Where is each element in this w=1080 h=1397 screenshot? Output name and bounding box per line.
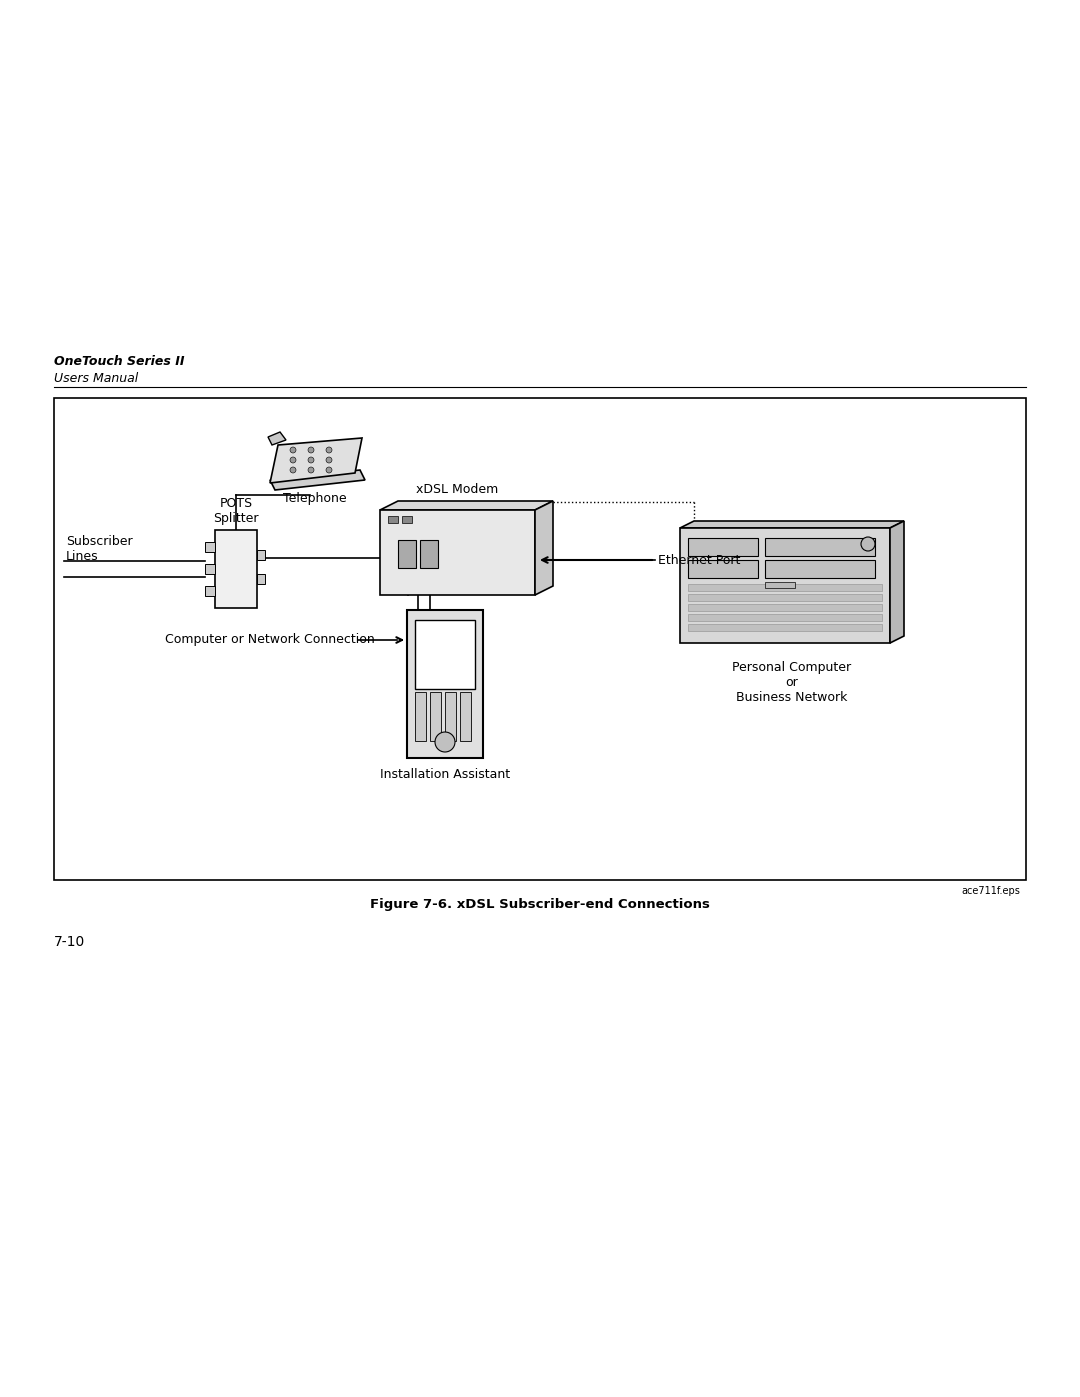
Circle shape [861,536,875,550]
Bar [688,594,882,601]
Circle shape [291,447,296,453]
Bar [420,541,438,569]
Bar [415,620,475,689]
Text: OneTouch Series II: OneTouch Series II [54,355,185,367]
Bar [407,610,483,759]
Bar [205,564,215,574]
Polygon shape [270,439,362,483]
Polygon shape [535,502,553,595]
Bar [765,583,795,588]
Bar [688,538,758,556]
Circle shape [326,467,332,474]
Bar [445,692,456,740]
Bar [460,692,471,740]
Text: ace711f.eps: ace711f.eps [961,886,1020,895]
Text: POTS
Splitter: POTS Splitter [213,497,259,525]
Bar [399,541,416,569]
Text: Users Manual: Users Manual [54,372,138,386]
Circle shape [308,447,314,453]
Bar [388,515,399,522]
Bar [402,515,411,522]
Bar [257,574,265,584]
Circle shape [291,467,296,474]
Text: xDSL Modem: xDSL Modem [416,483,498,496]
Circle shape [308,457,314,462]
Text: Personal Computer
or
Business Network: Personal Computer or Business Network [732,661,851,704]
Bar [430,692,441,740]
Text: Figure 7-6. xDSL Subscriber-end Connections: Figure 7-6. xDSL Subscriber-end Connecti… [370,898,710,911]
Circle shape [326,457,332,462]
Text: Installation Assistant: Installation Assistant [380,768,510,781]
Text: 7-10: 7-10 [54,935,85,949]
Bar [688,604,882,610]
Polygon shape [268,432,286,446]
Polygon shape [680,521,904,528]
Text: Telephone: Telephone [283,492,347,504]
Bar [415,692,426,740]
Bar [205,542,215,552]
Circle shape [435,732,455,752]
Bar [215,529,257,608]
Polygon shape [270,469,365,490]
Bar [205,585,215,597]
Text: Ethernet Port: Ethernet Port [658,553,741,567]
Bar [688,584,882,591]
Bar [257,550,265,560]
Circle shape [308,467,314,474]
Bar [688,560,758,578]
Bar [380,510,535,595]
Polygon shape [380,502,553,510]
Bar [688,624,882,631]
Bar [54,398,1026,880]
Bar [765,560,875,578]
Bar [688,615,882,622]
Polygon shape [890,521,904,643]
Circle shape [291,457,296,462]
Bar [765,538,875,556]
Bar [680,528,890,643]
Text: Computer or Network Connection: Computer or Network Connection [165,633,375,647]
Circle shape [326,447,332,453]
Text: Subscriber
Lines: Subscriber Lines [66,535,133,563]
